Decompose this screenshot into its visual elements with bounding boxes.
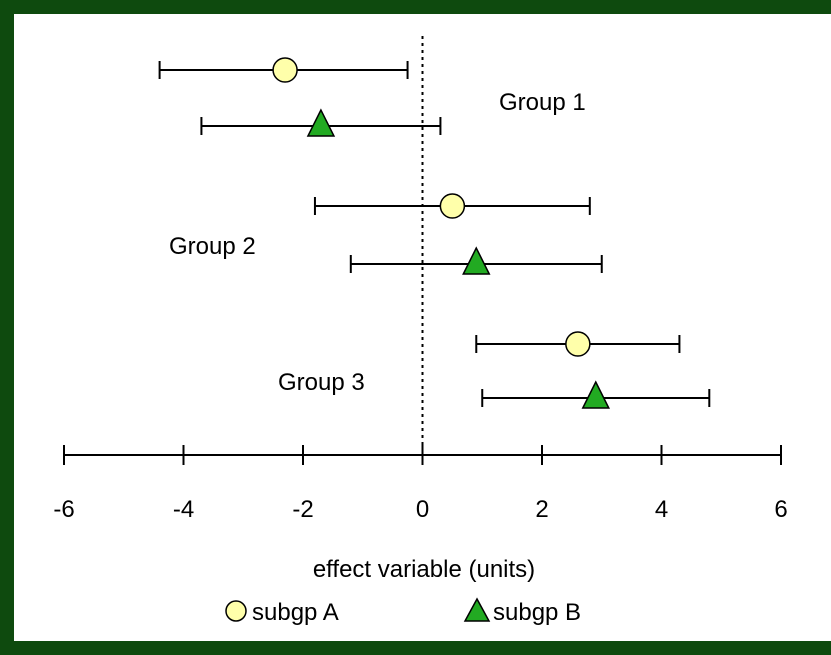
x-tick-label: -6 [53,496,74,523]
x-tick-label: 4 [655,496,668,523]
chart-frame: -6 -4 -2 0 2 4 6 Group 1 Group 2 Group 3 effec… [14,14,831,641]
point-marker-subgp-b [581,380,610,409]
x-tick-label: 0 [416,496,429,523]
marker-layer [272,57,610,409]
legend-label-subgp-b: subgp B [493,599,581,626]
point-marker-subgp-b [306,108,336,137]
legend-marker-subgp-b [463,597,491,622]
x-axis-title: effect variable (units) [313,556,535,583]
x-tick-label: -2 [292,496,313,523]
forest-plot: -6 -4 -2 0 2 4 6 Group 1 Group 2 Group 3 effec… [53,36,788,626]
point-marker-subgp-a [272,57,298,83]
x-axis-ticks: -6 -4 -2 0 2 4 6 [53,445,788,523]
point-marker-subgp-a [439,193,466,219]
point-marker-subgp-b [462,246,491,275]
legend: subgp A subgp B [225,597,581,626]
legend-label-subgp-a: subgp A [252,599,339,626]
group-label-3: Group 3 [278,369,365,396]
group-labels: Group 1 Group 2 Group 3 [169,89,586,396]
point-marker-subgp-a [565,331,591,357]
legend-marker-subgp-a [225,600,247,622]
x-tick-label: 2 [535,496,548,523]
group-label-2: Group 2 [169,233,256,260]
x-tick-label: -4 [173,496,194,523]
x-tick-label: 6 [774,496,787,523]
group-label-1: Group 1 [499,89,586,116]
